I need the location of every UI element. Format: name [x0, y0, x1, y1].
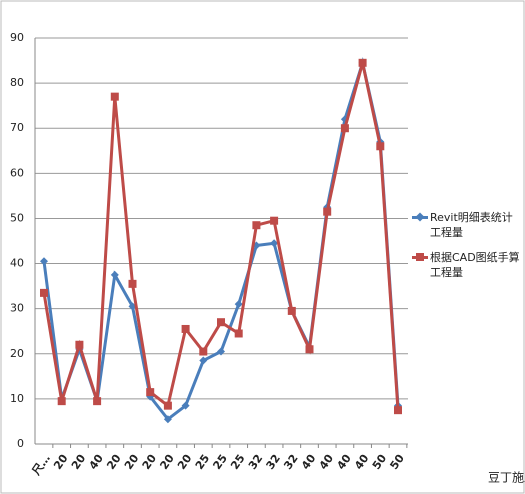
point [75, 340, 84, 349]
point [323, 207, 332, 216]
y-tick-label: 70 [10, 121, 24, 134]
watermark: 豆丁施工 [488, 471, 525, 485]
point [199, 356, 208, 365]
y-tick-label: 90 [10, 31, 24, 44]
point [217, 347, 225, 356]
legend-entry: 根据CAD图纸手算工程量 [412, 250, 522, 280]
legend-entry: Revit明细表统计工程量 [412, 210, 522, 240]
legend-label: Revit明细表统计工程量 [430, 211, 513, 239]
y-tick-label: 0 [17, 437, 24, 450]
point [287, 306, 296, 315]
point [110, 92, 119, 101]
point [340, 124, 349, 133]
point [234, 300, 243, 309]
point [181, 401, 190, 410]
point [217, 318, 225, 327]
point [358, 58, 367, 67]
y-tick-label: 50 [10, 211, 24, 224]
point [110, 270, 119, 279]
y-tick-label: 60 [10, 166, 24, 179]
point [394, 406, 402, 415]
point [234, 329, 243, 338]
point [199, 347, 208, 356]
point [163, 415, 172, 424]
point [181, 324, 190, 333]
y-tick-label: 20 [10, 347, 24, 360]
point [376, 142, 385, 151]
point [305, 345, 314, 354]
y-tick-label: 80 [10, 76, 24, 89]
point [270, 239, 279, 248]
legend-label: 根据CAD图纸手算工程量 [430, 251, 520, 279]
point [252, 221, 261, 230]
point [57, 397, 66, 406]
point [40, 257, 48, 266]
point [93, 397, 102, 406]
point [270, 216, 279, 225]
y-tick-label: 10 [10, 392, 24, 405]
y-tick-label: 30 [10, 302, 24, 315]
point [40, 288, 48, 297]
y-tick-label: 40 [10, 257, 24, 270]
point [163, 401, 172, 410]
point [128, 279, 137, 288]
point [146, 388, 155, 397]
